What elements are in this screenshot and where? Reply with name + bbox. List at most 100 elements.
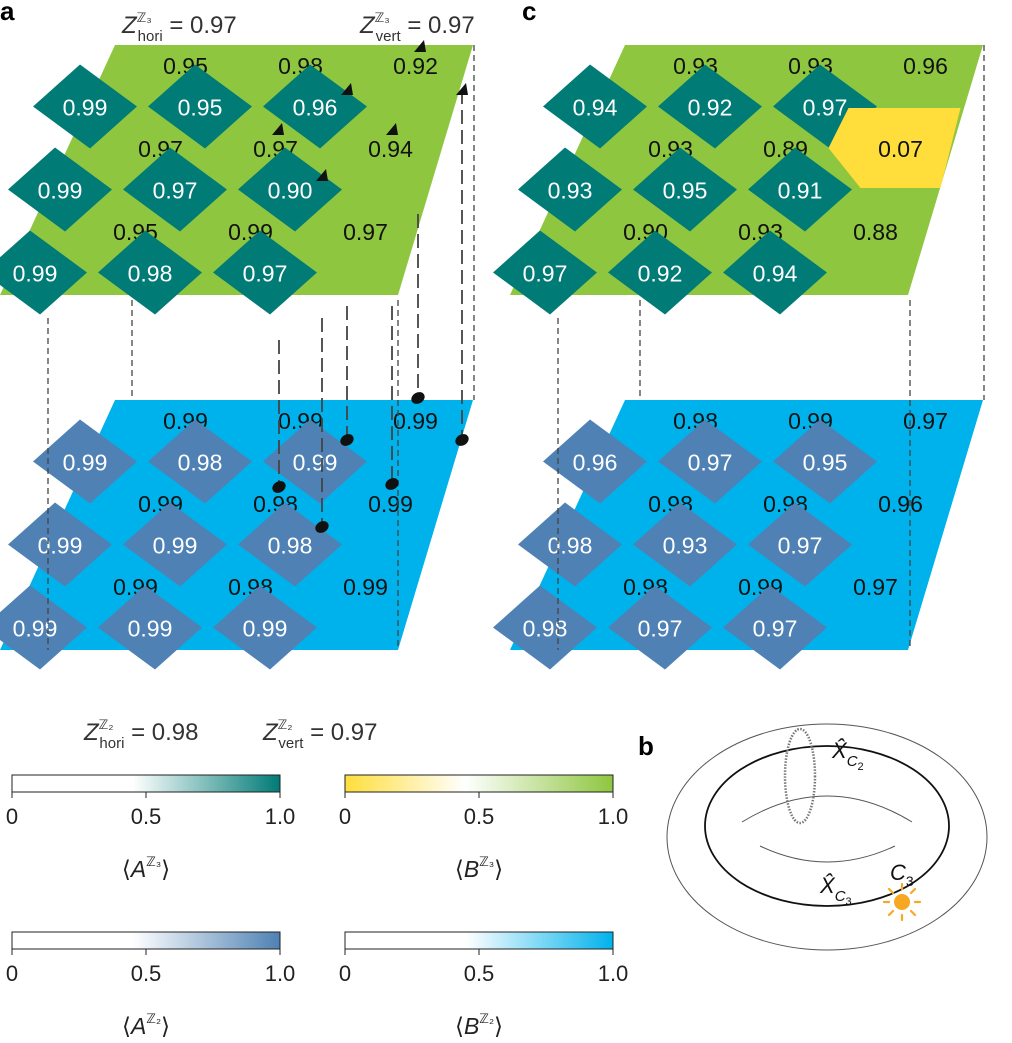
c-bottom-vertex-cell (773, 419, 877, 504)
panel-a-z2-lattice: 0.99 0.99 0.99 0.99 0.98 0.99 0.99 0.98 0.99 0.99… (0, 400, 473, 670)
c-top-cell-value: 0.94 (573, 95, 618, 121)
a-top-vertex-cell (263, 64, 367, 149)
colorbar-tick-label: 0.5 (464, 804, 495, 829)
c-bottom-vertex-cell (608, 585, 712, 670)
a-bottom-cell-value: 0.98 (268, 533, 313, 559)
a-top-cell-value: 0.94 (368, 136, 413, 162)
a-bottom-cell-value: 0.99 (393, 408, 438, 434)
a-top-vertex-cell (8, 147, 112, 232)
a-bottom-vertex-cell (8, 502, 112, 587)
c-bottom-cell-value: 0.95 (803, 450, 848, 476)
c-top-cell-value: 0.95 (663, 178, 708, 204)
panel-c-z2-lattice: 0.98 0.99 0.970.96 0.97 0.950.98 0.98 0.960.98… (493, 400, 983, 670)
a-bottom-cell-value: 0.99 (343, 574, 388, 600)
c-bottom-cell-value: 0.97 (778, 533, 823, 559)
torus-inner-loop-c3 (704, 745, 950, 907)
colorbars: 0 0.5 1.0 ⟨Aℤ₃⟩ 0 0.5 1.0 ⟨Bℤ₃⟩ 0 0.5 1.0 ⟨Aℤ₂⟩ 0 0.5… (6, 774, 629, 1039)
a-bottom-vertex-cell (238, 502, 342, 587)
c-top-cell-value: 0.91 (778, 178, 823, 204)
z2-vert-label: Zℤ₂ vert = 0.97 (262, 717, 377, 752)
a-top-vertex-cell (213, 230, 317, 315)
a-bottom-cell-value: 0.98 (178, 450, 223, 476)
colorbar-tick-label: 0.5 (131, 961, 162, 986)
a-top-vertex-cell (123, 147, 227, 232)
colorbar-tick-label: 1.0 (265, 961, 296, 986)
colorbar-tick-label: 0 (6, 804, 18, 829)
c-top-cell-value: 0.88 (853, 219, 898, 245)
x-c2-label: X̂C2 (831, 738, 864, 773)
c-top-vertex-cell (723, 230, 827, 315)
a-top-cell-value: 0.97 (153, 178, 198, 204)
a-top-cell-value: 0.96 (293, 95, 338, 121)
c-top-cell-value: 0.92 (638, 261, 683, 287)
c-top-vertex-cell (608, 230, 712, 315)
panel-a-z3-lattice: 0.95 0.98 0.920.99 0.95 0.960.97 0.97 0.940.99… (0, 45, 473, 315)
a-bottom-vertex-cell (33, 419, 137, 504)
colorbar-gradient (344, 931, 614, 950)
colorbar-tick-label: 0.5 (131, 804, 162, 829)
a-top-vertex-cell (238, 147, 342, 232)
a-bottom-cell-value: 0.99 (128, 616, 173, 642)
a-bottom-cell-value: 0.99 (153, 533, 198, 559)
c-bottom-cell-value: 0.97 (753, 616, 798, 642)
a-bottom-cell-value: 0.99 (293, 450, 338, 476)
torus-hole-lower (759, 845, 896, 863)
a-bottom-cell-value: 0.99 (368, 491, 413, 517)
a-link-arrow-marker (316, 169, 328, 181)
colorbar-title: ⟨Bℤ₂⟩ (455, 1011, 503, 1039)
a-top-cell-value: 0.98 (128, 261, 173, 287)
c-top-cell-value: 0.94 (753, 261, 798, 287)
a-bottom-cell-value: 0.99 (63, 450, 108, 476)
c-bottom-cell-value: 0.96 (878, 491, 923, 517)
panel-label-a: a (0, 0, 15, 26)
c-top-cell-value: 0.97 (523, 261, 568, 287)
colorbar-title: ⟨Aℤ₃⟩ (122, 854, 170, 882)
c-top-vertex-cell (658, 64, 762, 149)
c-bottom-cell-value: 0.96 (573, 450, 618, 476)
c-bottom-vertex-cell (723, 585, 827, 670)
z3-hori-label: Zℤ₃ hori = 0.97 (121, 10, 237, 45)
c-top-cell-value: 0.92 (688, 95, 733, 121)
a-link-endpoint-dot (385, 478, 399, 490)
c-bottom-cell-value: 0.98 (548, 533, 593, 559)
c3-label: C3 (890, 860, 914, 889)
z2-hori-label: Zℤ₂ hori = 0.98 (83, 717, 198, 752)
torus-meridian-loop-c2 (783, 727, 817, 825)
a-bottom-vertex-cell (98, 585, 202, 670)
a-top-vertex-cell (148, 64, 252, 149)
c-bottom-vertex-cell (658, 419, 762, 504)
a-top-vertex-cell (33, 64, 137, 149)
c-top-highlight-plaquette (828, 108, 961, 188)
a-bottom-vertex-cell (148, 419, 252, 504)
a-bottom-cell-value: 0.99 (13, 616, 58, 642)
colorbar-gradient (11, 931, 281, 950)
a-link-endpoint-dot (340, 434, 354, 446)
a-bottom-vertex-cell (0, 585, 87, 670)
colorbar-tick-label: 0 (339, 804, 351, 829)
a-link-endpoint-dot (455, 434, 469, 446)
z3-vert-label: Zℤ₃ vert = 0.97 (359, 10, 475, 45)
a-link-arrow-marker (341, 83, 353, 95)
c-bottom-vertex-cell (543, 419, 647, 504)
a-top-cell-value: 0.90 (268, 178, 313, 204)
panel-c-z3-lattice: 0.93 0.93 0.960.94 0.92 0.970.93 0.89 0.070.93… (493, 45, 983, 315)
torus-hole-upper (741, 795, 913, 823)
a-top-cell-value: 0.92 (393, 53, 438, 79)
colorbar-gradient (344, 774, 614, 793)
a-link-endpoint-dot (315, 521, 329, 533)
c-top-vertex-cell (748, 147, 852, 232)
a-top-cell-value: 0.99 (63, 95, 108, 121)
c-top-vertex-cell (493, 230, 597, 315)
c-top-vertex-cell (633, 147, 737, 232)
a-bottom-vertex-cell (123, 502, 227, 587)
panel-label-b: b (638, 731, 654, 761)
a-top-cell-value: 0.95 (178, 95, 223, 121)
c-bottom-vertex-cell (518, 502, 622, 587)
a-link-arrow-marker (414, 40, 426, 52)
torus-outer-edge (666, 723, 988, 951)
a-link-arrow-marker (272, 123, 284, 135)
colorbar-tick-label: 1.0 (598, 961, 629, 986)
a-bottom-vertex-cell (263, 419, 367, 504)
c-top-cell-value: 0.93 (548, 178, 593, 204)
